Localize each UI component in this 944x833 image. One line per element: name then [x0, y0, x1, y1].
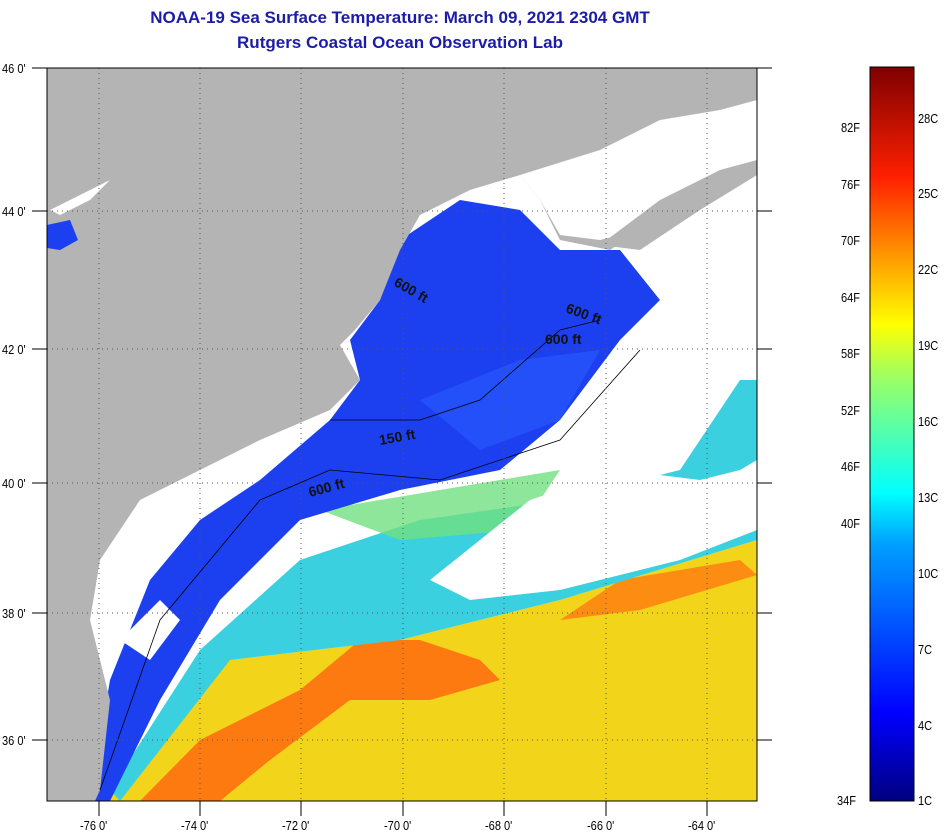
lat-label: 36 0' [2, 733, 26, 748]
fahrenheit-label: 70F [841, 233, 861, 248]
celsius-label: 7C [918, 642, 933, 657]
celsius-label: 10C [918, 566, 939, 581]
contour-label: 600 ft [545, 331, 582, 347]
shelf-water [60, 200, 660, 801]
fahrenheit-label: 40F [841, 516, 861, 531]
lat-label: 42 0' [2, 342, 26, 357]
fahrenheit-label: 76F [841, 177, 861, 192]
lat-label: 38 0' [2, 606, 26, 621]
lon-label: -66 0' [587, 818, 615, 833]
lon-label: -64 0' [688, 818, 716, 833]
land [47, 68, 757, 801]
celsius-label: 4C [918, 718, 933, 733]
lat-label: 46 0' [2, 61, 26, 76]
lon-label: -68 0' [485, 818, 513, 833]
fahrenheit-label: 58F [841, 346, 861, 361]
celsius-label: 28C [918, 111, 939, 126]
map-frame [46, 67, 758, 802]
lon-label: -76 0' [80, 818, 108, 833]
fahrenheit-label: 46F [841, 459, 861, 474]
colorbar [869, 66, 915, 802]
fahrenheit-label: 82F [841, 120, 861, 135]
contour-label: 150 ft [378, 426, 417, 448]
slope-water [110, 380, 757, 801]
lat-label: 40 0' [2, 476, 26, 491]
celsius-label: 25C [918, 186, 939, 201]
lon-label: -74 0' [181, 818, 209, 833]
celsius-label: 22C [918, 262, 939, 277]
celsius-label: 1C [918, 793, 933, 808]
fahrenheit-label: 34F [837, 793, 857, 808]
celsius-label: 16C [918, 414, 939, 429]
map-area: 600 ft 600 ft 600 ft 150 ft 600 ft [47, 68, 757, 801]
map-subtitle: Rutgers Coastal Ocean Observation Lab [237, 33, 563, 52]
gulf-stream [140, 640, 500, 801]
clouds [430, 460, 757, 600]
map-title: NOAA-19 Sea Surface Temperature: March 0… [150, 8, 650, 27]
lon-label: -72 0' [282, 818, 310, 833]
celsius-label: 19C [918, 338, 939, 353]
fahrenheit-label: 64F [841, 290, 861, 305]
celsius-label: 13C [918, 490, 939, 505]
axis-ticks [32, 67, 772, 816]
lat-label: 44 0' [2, 204, 26, 219]
fahrenheit-label: 52F [841, 403, 861, 418]
lon-label: -70 0' [384, 818, 412, 833]
